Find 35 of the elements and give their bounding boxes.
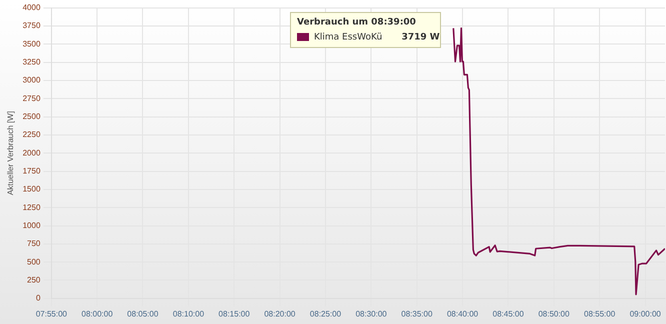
x-tick-label: 08:40:00: [446, 309, 479, 318]
x-tick-label: 08:15:00: [218, 309, 250, 318]
y-tick-label: 750: [27, 239, 41, 248]
y-tick-label: 1000: [22, 220, 41, 230]
y-tick-label: 2000: [22, 148, 41, 158]
y-tick-label: 2250: [22, 130, 41, 140]
x-tick-label: 08:35:00: [401, 309, 433, 318]
x-tick-label: 08:20:00: [264, 309, 296, 318]
y-tick-label: 4000: [22, 3, 41, 12]
y-tick-label: 1750: [22, 166, 41, 176]
x-tick-label: 08:45:00: [492, 309, 524, 318]
y-tick-label: 3250: [22, 57, 41, 66]
legend-label: Klima EssWoKü: [314, 32, 382, 42]
y-tick-label: 3750: [22, 21, 41, 30]
y-tick-label: 2750: [22, 94, 41, 103]
x-tick-label: 08:50:00: [538, 309, 570, 318]
y-axis-title: Aktueller Verbrauch [W]: [6, 111, 16, 196]
y-tick-label: 2500: [22, 112, 41, 121]
x-tick-label: 08:55:00: [584, 309, 616, 318]
y-tick-label: 3000: [22, 76, 41, 85]
y-tick-label: 0: [36, 294, 41, 303]
x-tick-label: 08:00:00: [81, 309, 114, 318]
y-tick-label: 1500: [22, 184, 41, 194]
x-tick-label: 08:25:00: [310, 309, 342, 318]
y-tick-label: 1250: [22, 202, 41, 212]
x-tick-label: 08:10:00: [172, 309, 205, 318]
x-tick-label: 07:55:00: [36, 309, 68, 318]
y-tick-label: 500: [27, 257, 41, 266]
x-tick-label: 08:05:00: [127, 309, 159, 318]
legend-title: Verbrauch um 08:39:00: [297, 17, 416, 28]
annotation: 3719 W: [402, 32, 440, 42]
x-tick-label: 09:00:00: [630, 309, 662, 318]
x-tick-label: 08:30:00: [356, 309, 388, 318]
y-tick-label: 250: [27, 275, 41, 284]
y-tick-label: 3500: [22, 39, 41, 48]
